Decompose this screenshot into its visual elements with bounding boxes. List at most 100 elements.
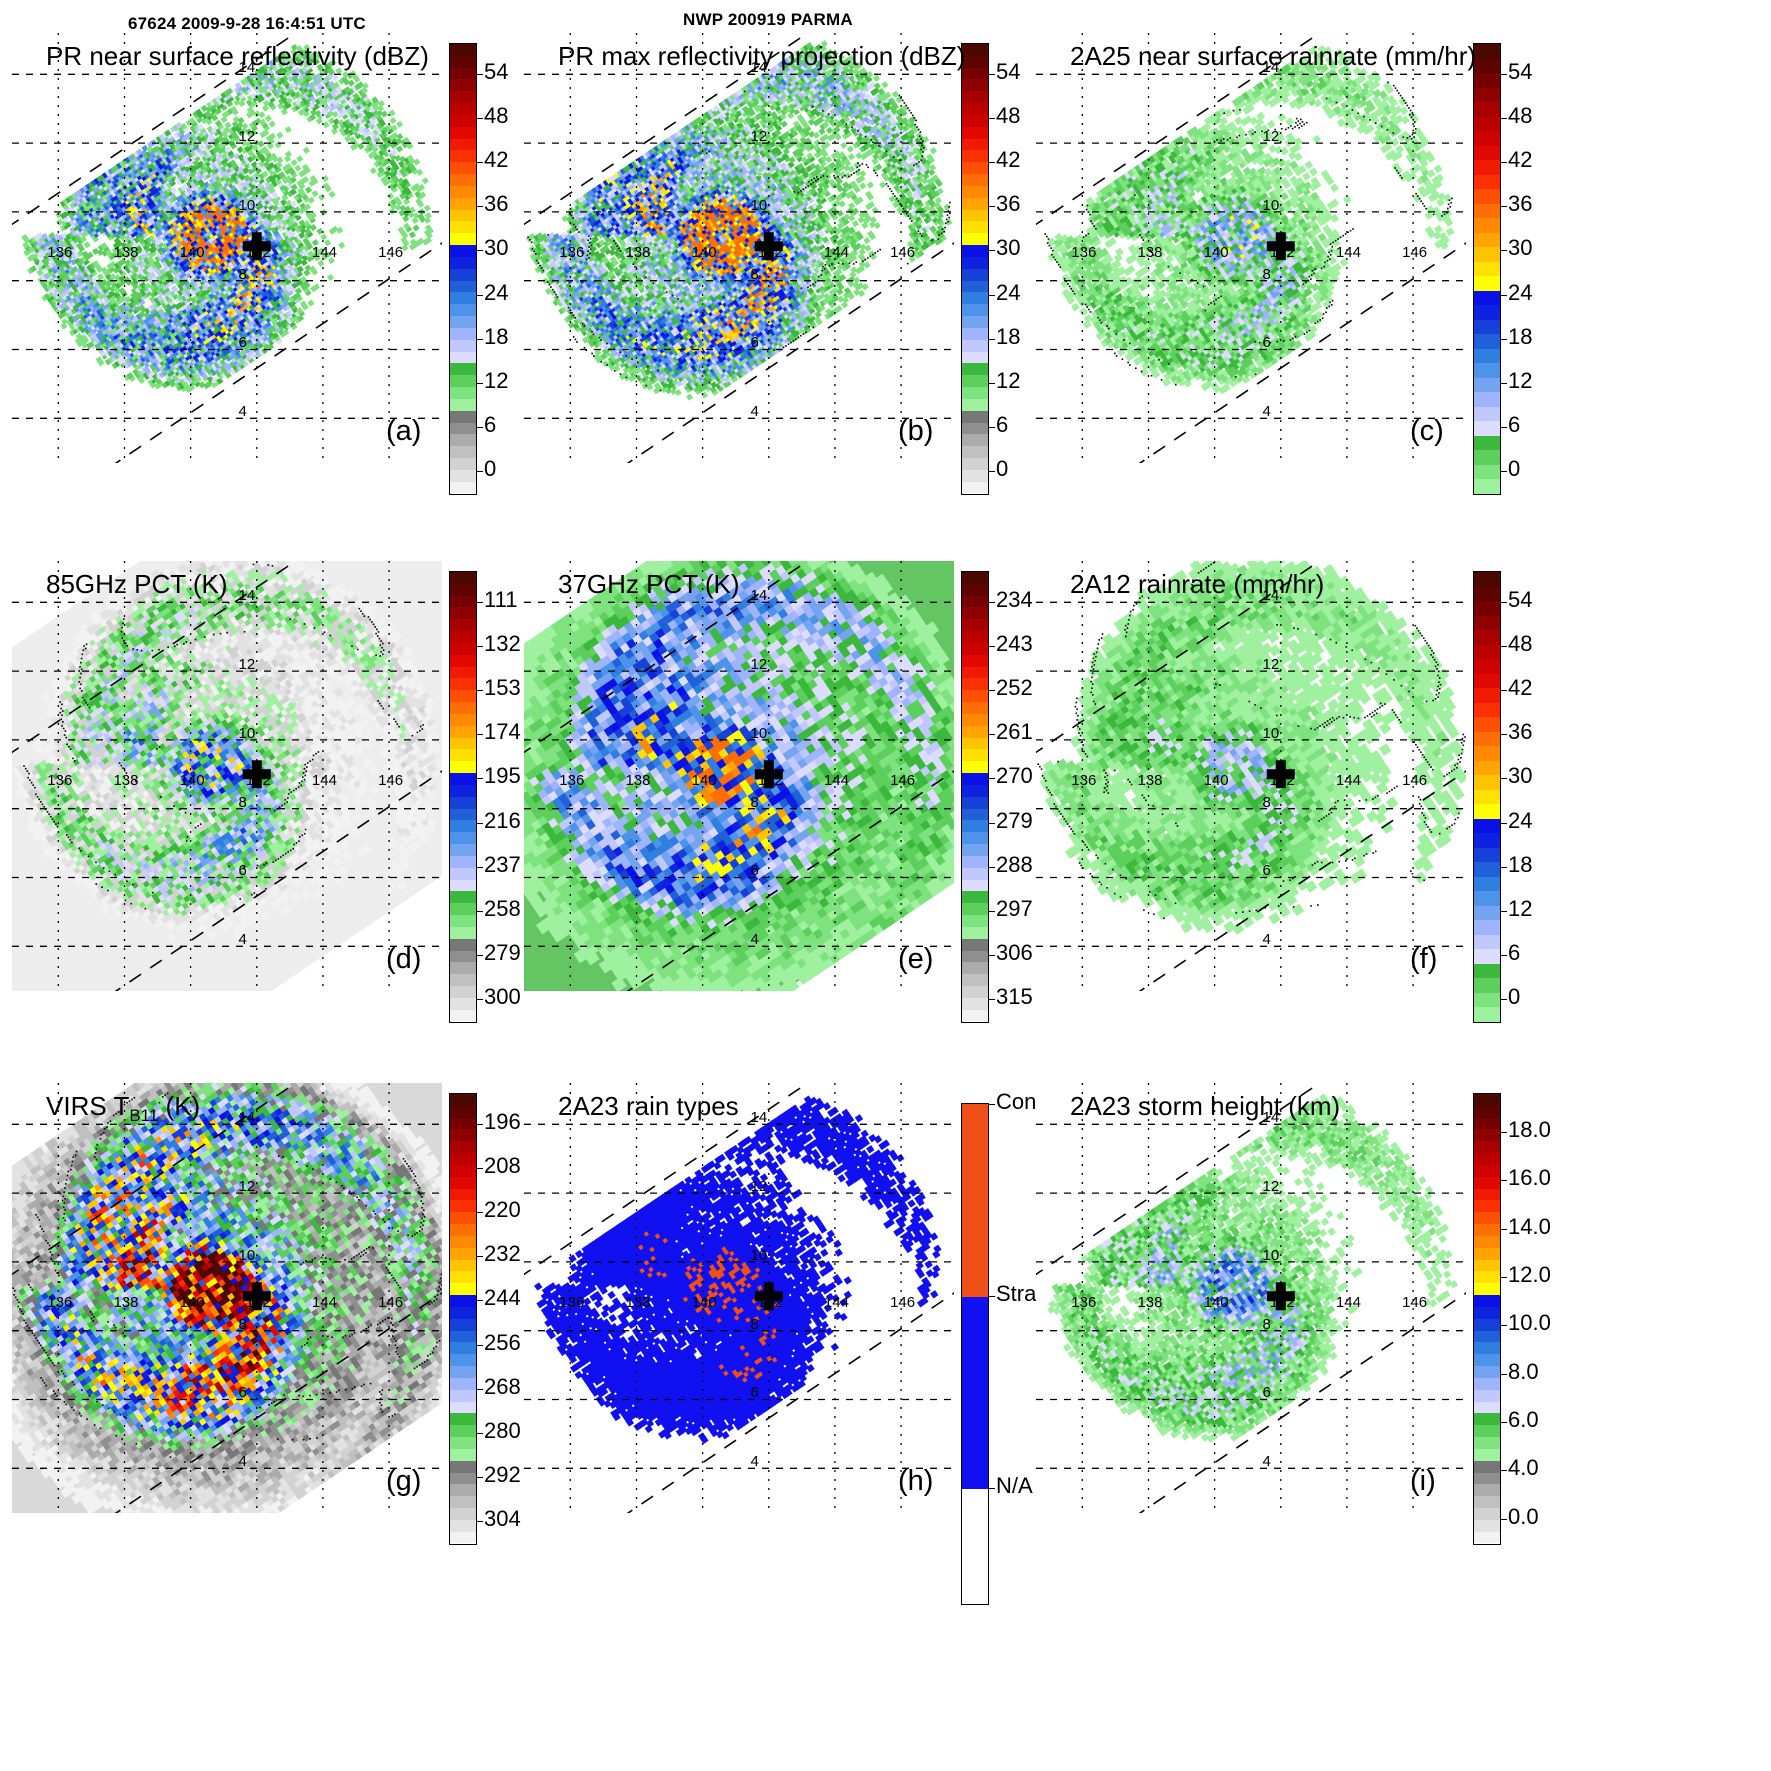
cbar-segment <box>450 79 476 92</box>
lon-tick-label: 136 <box>559 772 584 789</box>
cbar-segment <box>962 150 988 163</box>
cbar-segment <box>1474 1271 1500 1284</box>
cbar-segment <box>1474 1105 1500 1118</box>
lon-tick-label: 140 <box>692 772 717 789</box>
cbar-segment <box>962 197 988 210</box>
cbar-segment <box>1474 731 1500 747</box>
cbar-segment <box>962 114 988 127</box>
cbar-tickmark <box>1500 1518 1507 1520</box>
cbar-segment <box>962 938 988 951</box>
lon-tick-label: 138 <box>625 244 650 261</box>
cbar-tickmark <box>1500 294 1507 296</box>
cbar-tick-label: 300 <box>484 985 521 1008</box>
lon-tick-label: 146 <box>890 1294 915 1311</box>
cbar-segment <box>962 268 988 281</box>
cbar-segment <box>1474 421 1500 436</box>
panel-g-plot-area[interactable] <box>12 1083 442 1513</box>
cbar-tickmark <box>988 382 995 384</box>
cbar-segment <box>450 1496 476 1508</box>
panel-f-label: (f) <box>1410 943 1437 976</box>
cbar-segment <box>962 950 988 963</box>
cbar-tickmark <box>476 338 483 340</box>
panel-e-plot-area[interactable] <box>524 561 954 991</box>
cbar-tickmark <box>1500 866 1507 868</box>
cbar-tick-label: 280 <box>484 1419 521 1442</box>
cbar-segment <box>450 572 476 584</box>
cbar-segment <box>450 820 476 833</box>
cbar-segment <box>1474 247 1500 262</box>
panel-g-title: VIRS TB11 (K) <box>46 1091 200 1126</box>
cbar-segment <box>450 256 476 269</box>
cbar-tick-label: 216 <box>484 809 521 832</box>
cbar-tick-label: Conv <box>996 1091 1047 1113</box>
cbar-tick-label: 220 <box>484 1199 521 1221</box>
panel-c-plot-area[interactable] <box>1036 33 1466 463</box>
cbar-segment <box>1474 1153 1500 1165</box>
colorbar-f <box>1473 571 1501 1023</box>
lat-tick-label: 6 <box>239 1384 247 1401</box>
cbar-tickmark <box>1500 1228 1507 1230</box>
cbar-segment <box>1474 992 1500 1008</box>
lat-tick-label: 14 <box>239 1109 256 1126</box>
cbar-tickmark <box>988 601 995 603</box>
cbar-segment <box>1474 174 1500 190</box>
cbar-segment <box>1474 847 1500 863</box>
cbar-segment <box>450 607 476 620</box>
cbar-tick-label: 54 <box>484 60 508 83</box>
cbar-segment <box>1474 131 1500 146</box>
cbar-tickmark <box>988 998 995 1000</box>
panel-b: 136 138 140 142 144 146 4 6 8 10 12 14 PR max reflec… <box>524 33 1084 533</box>
cbar-tick-label: 12 <box>1508 369 1532 392</box>
cbar-segment <box>962 666 988 679</box>
cbar-segment <box>962 79 988 92</box>
lat-tick-label: 10 <box>751 725 768 742</box>
lon-tick-label: 146 <box>378 244 403 261</box>
cbar-tick-label: 132 <box>484 633 521 655</box>
cbar-tickmark <box>1500 690 1507 692</box>
cbar-tickmark <box>476 426 483 428</box>
panel-f-plot-area[interactable] <box>1036 561 1466 991</box>
cbar-segment <box>1474 1425 1500 1438</box>
cbar-segment <box>450 725 476 738</box>
panel-h-plot-area[interactable] <box>524 1083 954 1513</box>
cbar-segment <box>450 138 476 151</box>
lon-tick-label: 138 <box>113 244 138 261</box>
cbar-tickmark <box>476 1344 483 1346</box>
panel-e: 136 138 140 142 144 146 4 6 8 10 12 14 37GHz PCT (K)… <box>524 561 1084 1061</box>
cbar-tickmark <box>1500 1373 1507 1375</box>
cbar-segment <box>450 1259 476 1272</box>
cbar-segment <box>450 457 476 470</box>
cbar-tick-label: 18.0 <box>1508 1118 1551 1141</box>
panel-c-label: (c) <box>1410 415 1444 448</box>
cbar-segment <box>962 725 988 738</box>
lat-tick-label: 4 <box>239 403 247 420</box>
panel-i-plot-area[interactable] <box>1036 1083 1466 1513</box>
lon-tick-label: 136 <box>47 244 72 261</box>
cbar-segment <box>450 713 476 726</box>
cbar-segment <box>1474 102 1500 117</box>
cbar-segment <box>1474 87 1500 103</box>
cbar-tick-label: 36 <box>484 193 508 215</box>
panel-a-plot-area[interactable] <box>12 33 442 463</box>
lat-tick-label: 6 <box>1263 334 1271 351</box>
panel-i: 136 138 140 142 144 146 4 6 8 10 12 14 2A23 storm he… <box>1036 1083 1596 1583</box>
cbar-segment <box>450 1009 476 1022</box>
cbar-segment <box>450 867 476 880</box>
cbar-tick-label: 208 <box>484 1155 521 1177</box>
panel-b-plot-area[interactable] <box>524 33 954 463</box>
cbar-segment <box>962 702 988 714</box>
lat-tick-label: 12 <box>751 128 768 145</box>
panel-b-label: (b) <box>898 415 933 448</box>
cbar-tickmark <box>1500 1276 1507 1278</box>
cbar-segment <box>962 631 988 643</box>
cbar-segment <box>1474 934 1500 950</box>
cbar-segment <box>450 1247 476 1260</box>
cbar-segment <box>962 607 988 620</box>
cbar-tickmark <box>1500 998 1507 1000</box>
lat-tick-label: 12 <box>239 656 256 673</box>
panel-d-plot-area[interactable] <box>12 561 442 991</box>
colorbar-b <box>961 43 989 495</box>
lat-tick-label: 14 <box>1263 59 1280 76</box>
cbar-segment <box>1474 1318 1500 1331</box>
cbar-tickmark <box>476 1168 483 1169</box>
